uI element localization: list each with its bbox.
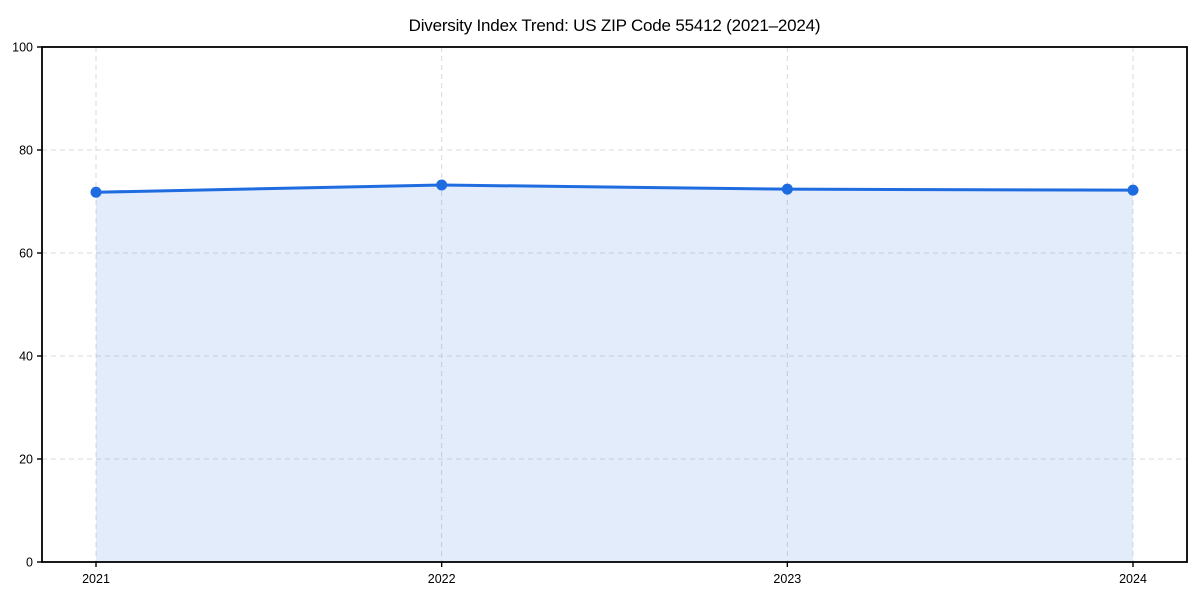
plot-border (41, 46, 1188, 563)
data-point (436, 179, 448, 191)
y-tick-label: 20 (19, 452, 33, 466)
y-tick-label: 80 (19, 143, 33, 157)
y-tick-label: 100 (12, 40, 33, 54)
tick-labels: 0 20 40 60 80 100 2021 2022 2023 2024 (12, 40, 1147, 586)
data-point (1127, 184, 1139, 196)
data-series (90, 179, 1139, 198)
area-fill-layer (96, 185, 1133, 562)
trend-line (94, 183, 1135, 194)
data-point (90, 186, 102, 198)
x-tick-label: 2023 (773, 572, 801, 586)
x-tick-label: 2021 (82, 572, 110, 586)
axes (37, 46, 1188, 567)
y-tick-label: 60 (19, 246, 33, 260)
y-tick-label: 0 (26, 555, 33, 569)
y-tick-label: 40 (19, 349, 33, 363)
x-tick-label: 2022 (428, 572, 456, 586)
chart-title: Diversity Index Trend: US ZIP Code 55412… (409, 16, 821, 35)
data-point (781, 183, 793, 195)
area-fill (96, 185, 1133, 562)
x-tick-label: 2024 (1119, 572, 1147, 586)
